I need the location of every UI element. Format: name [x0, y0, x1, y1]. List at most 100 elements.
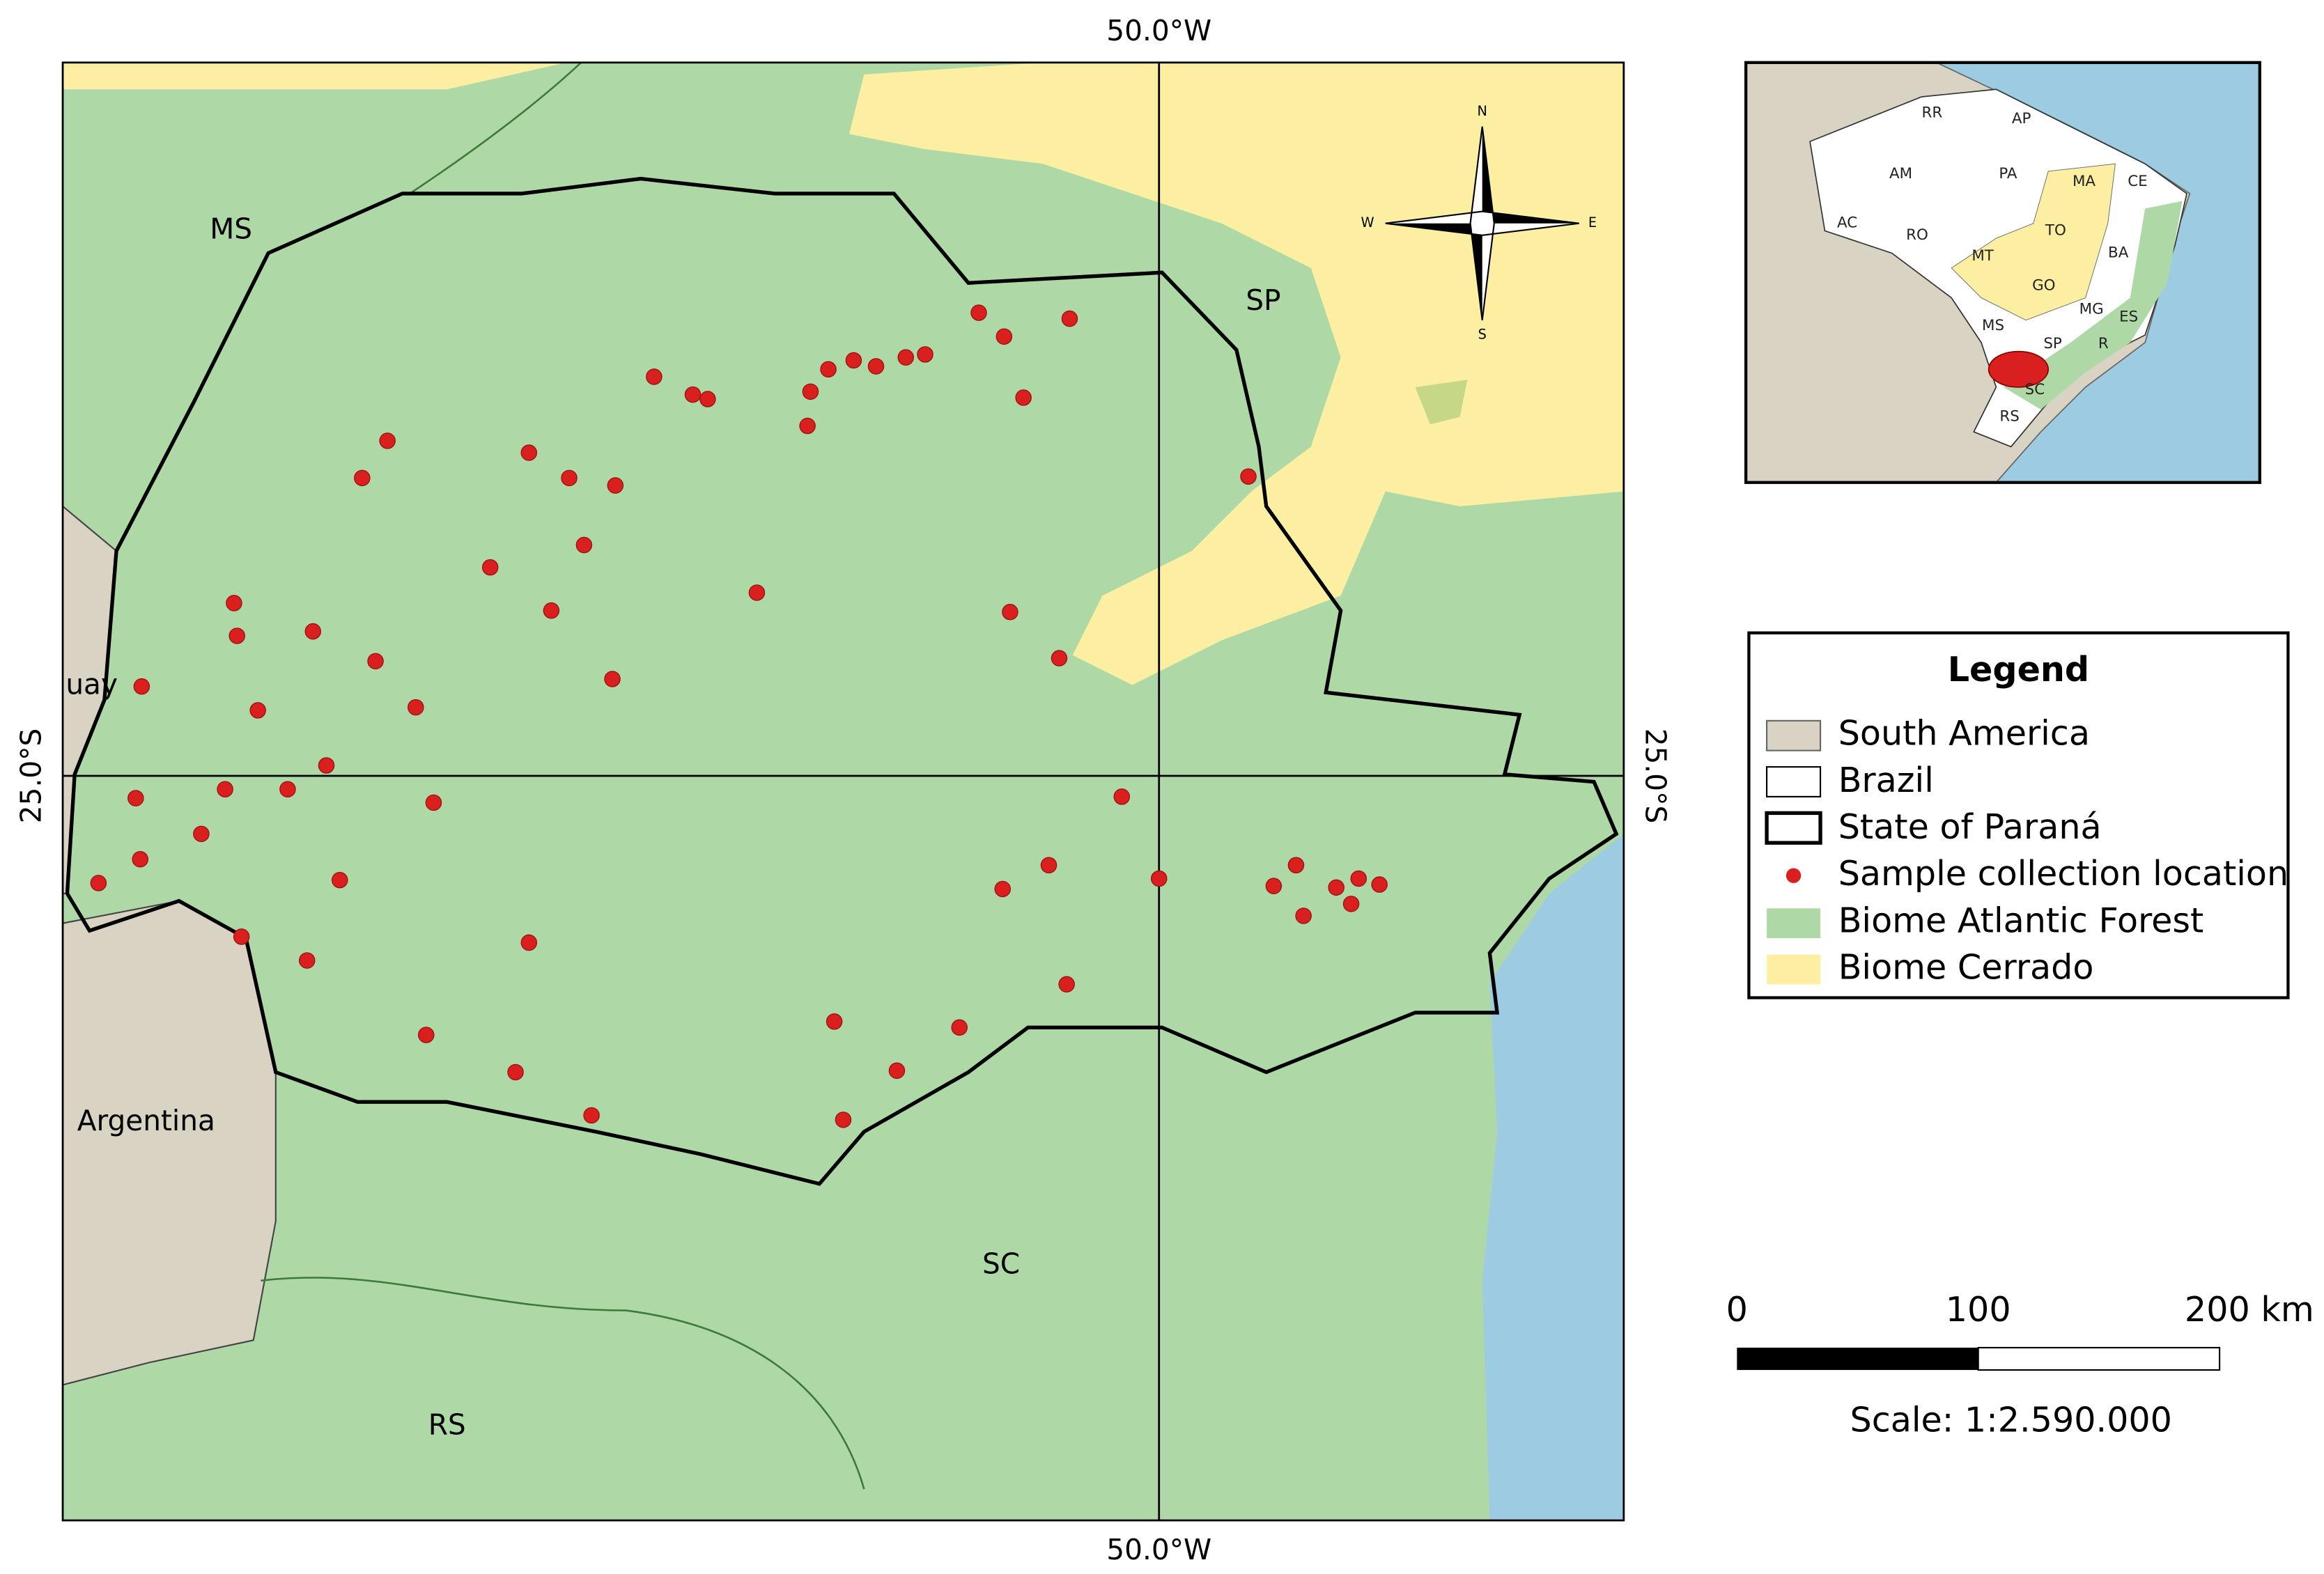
legend-entry: Biome Atlantic Forest	[1838, 900, 2204, 940]
sample-point	[1015, 389, 1032, 406]
sample-point	[1328, 879, 1345, 896]
inset-label: AM	[1889, 165, 1912, 182]
sample-point	[354, 469, 371, 487]
sample-points	[90, 304, 1388, 1128]
inset-label: TO	[2045, 221, 2066, 239]
sample-point	[193, 825, 210, 843]
scale-tick: 0	[1726, 1289, 1748, 1330]
place-label: RS	[428, 1408, 466, 1441]
inset-label: RR	[1922, 104, 1943, 121]
inset-label: RS	[1999, 408, 2019, 426]
inset-label: RO	[1906, 226, 1928, 244]
sample-point	[1287, 857, 1305, 874]
sample-point	[604, 671, 621, 687]
sample-point	[133, 678, 150, 695]
sample-point	[607, 477, 624, 494]
sample-point	[845, 352, 862, 369]
sample-point	[520, 444, 538, 461]
inset-label: MG	[2079, 301, 2104, 318]
grid-label: 50.0°W	[1106, 1533, 1211, 1566]
sample-point	[897, 349, 915, 366]
sample-point	[481, 559, 499, 576]
legend-entry: Brazil	[1838, 760, 1934, 800]
sample-point	[90, 875, 107, 891]
sample-point	[367, 653, 384, 670]
inset-label: AC	[1837, 215, 1857, 232]
sample-point	[331, 871, 348, 889]
compass: N S E W	[1361, 103, 1597, 343]
sample-point	[408, 699, 424, 716]
compass-label: E	[1588, 215, 1597, 231]
sample-point	[1040, 857, 1058, 874]
inset-label: CE	[2128, 173, 2147, 190]
sample-point	[575, 536, 593, 554]
inset-label: SP	[2043, 335, 2062, 352]
legend-entry: State of Paraná	[1838, 807, 2102, 847]
legend-entry: Biome Cerrado	[1838, 946, 2094, 987]
inset-label: BA	[2108, 244, 2129, 261]
grid-label: 50.0°W	[1106, 14, 1211, 47]
sample-point	[1265, 878, 1283, 894]
sample-point	[748, 584, 766, 601]
sample-point	[1371, 876, 1388, 893]
place-label: MS	[210, 212, 252, 245]
sample-point	[888, 1062, 906, 1080]
sample-point	[279, 781, 296, 797]
inset-label: MA	[2073, 173, 2096, 190]
sample-point	[1002, 604, 1018, 621]
sample-point	[826, 1013, 843, 1030]
sample-point	[418, 1027, 435, 1043]
sample-point	[1051, 650, 1068, 667]
sample-point	[1240, 468, 1257, 485]
legend-entry: Sample collection location	[1838, 853, 2288, 894]
sample-point	[1150, 870, 1168, 887]
sample-point	[799, 417, 816, 435]
scale-text: Scale: 1:2.590.000	[1850, 1399, 2172, 1440]
inset-label: SC	[2025, 381, 2045, 398]
sample-point	[318, 757, 335, 774]
sample-point	[1058, 976, 1075, 993]
scale-tick: 200 km	[2185, 1289, 2314, 1330]
sample-point	[802, 383, 819, 400]
sample-point	[561, 469, 578, 487]
sample-point	[379, 433, 396, 449]
sample-point	[820, 361, 837, 378]
sample-point	[233, 928, 250, 945]
sample-point	[970, 304, 987, 321]
sample-point	[996, 328, 1013, 345]
inset-label: MT	[1971, 247, 1994, 265]
sample-point	[699, 391, 716, 407]
place-label: SP	[1246, 283, 1280, 317]
compass-label: W	[1361, 215, 1374, 231]
inset-label: GO	[2032, 277, 2055, 295]
place-label: Argentina	[77, 1104, 215, 1137]
sample-point	[520, 934, 538, 951]
inset-label: PA	[1999, 165, 2017, 182]
scale-tick: 100	[1946, 1289, 2011, 1330]
sample-point	[228, 628, 245, 644]
inset-map	[1746, 62, 2260, 483]
main-map: MS SP uay Argentina SC RS N S E W	[63, 62, 1624, 1521]
sample-point	[1342, 896, 1360, 912]
sample-point	[543, 602, 560, 619]
legend: Legend South America Brazil State of Paran…	[1747, 631, 2290, 999]
place-label: uay	[65, 668, 118, 701]
sample-point	[917, 346, 934, 363]
scale-bar: 0 100 200 km Scale: 1:2.590.000	[1726, 1289, 2314, 1440]
inset-label: AP	[2012, 110, 2031, 127]
sample-point	[1061, 310, 1078, 327]
legend-entry: South America	[1838, 713, 2090, 754]
sample-point	[298, 952, 316, 969]
sample-point	[684, 386, 702, 403]
sample-point	[304, 623, 322, 640]
compass-label: N	[1478, 103, 1487, 119]
sample-point	[994, 880, 1011, 898]
place-label: SC	[982, 1247, 1020, 1280]
sample-point	[249, 702, 266, 719]
sample-point	[835, 1112, 852, 1128]
sample-point	[425, 794, 442, 811]
inset-label: MS	[1982, 317, 2004, 334]
sample-point	[217, 781, 233, 797]
